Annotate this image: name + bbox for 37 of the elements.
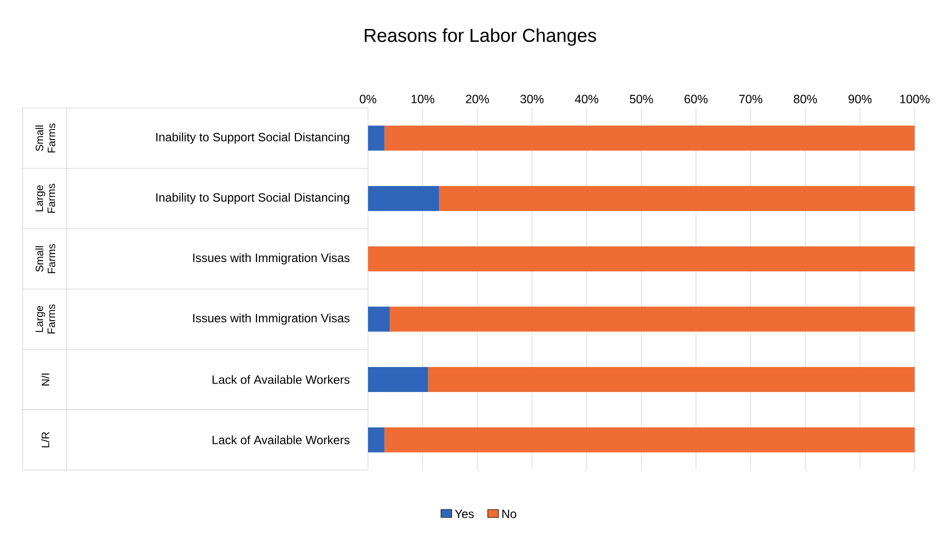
bar [428, 367, 915, 392]
text: Small Farms [35, 244, 56, 274]
x-tick-label: 80% [794, 94, 817, 104]
y-tick-label: Issues with Immigration Visas [193, 314, 350, 325]
y-tick-label: Lack of Available Workers [212, 435, 350, 444]
text: L/R [41, 432, 50, 448]
bar [368, 246, 915, 272]
x-tick-label: 20% [466, 94, 489, 104]
legend-label: Yes [454, 510, 474, 518]
y-tick-label: Inability to Support Social Distancing [156, 132, 350, 144]
x-tick-label: 50% [630, 94, 653, 104]
x-tick-label: 60% [684, 94, 708, 104]
bar [384, 126, 915, 151]
x-tick-label: 100% [900, 94, 930, 104]
y-tick-label: Lack of Available Workers [212, 375, 350, 384]
text: Small Farms [35, 123, 56, 152]
x-tick-label: 70% [739, 94, 762, 104]
x-tick-label: 40% [574, 94, 598, 104]
bar [368, 427, 384, 452]
bar [368, 367, 428, 392]
y-tick-label: Issues with Immigration Visas [193, 253, 350, 264]
bar [390, 306, 915, 332]
text: Large Farms [36, 304, 56, 334]
bar [368, 186, 440, 212]
text: Large Farms [36, 184, 56, 213]
bar [368, 306, 390, 332]
x-tick-label: 0% [360, 94, 376, 104]
bar [439, 186, 915, 212]
x-tick-label: 30% [520, 94, 544, 104]
x-tick-label: 10% [412, 94, 434, 104]
bar [384, 427, 915, 452]
text: N/I [41, 374, 50, 386]
x-tick-label: 90% [848, 94, 872, 104]
legend-label: No [502, 510, 516, 518]
chart-title: Reasons for Labor Changes [364, 28, 596, 46]
y-tick-label: Inability to Support Social Distancing [156, 192, 350, 204]
bar [368, 126, 384, 151]
